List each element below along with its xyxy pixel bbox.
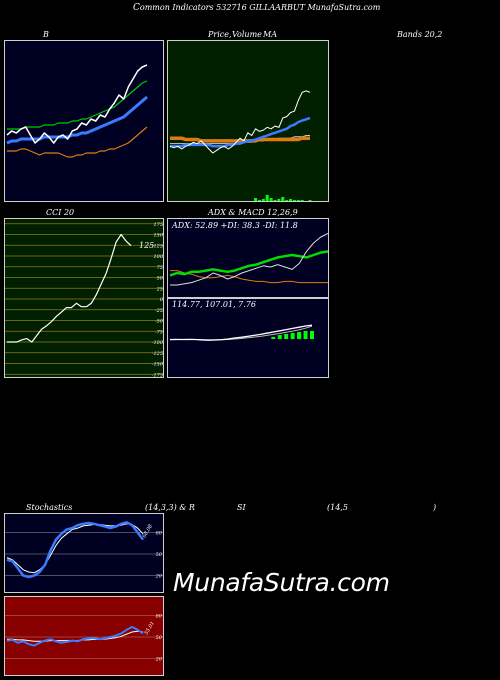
volume-bar bbox=[281, 197, 285, 201]
volume-label: Volume bbox=[232, 30, 262, 39]
macd-histogram-bar bbox=[271, 337, 276, 339]
adx-panel: ADX: 52.89 +DI: 38.3 -DI: 11.8 bbox=[167, 218, 329, 298]
volume-bar bbox=[308, 200, 312, 201]
cci-tick-label: 50 bbox=[157, 276, 164, 282]
stoch-k-line bbox=[6, 521, 145, 579]
bands-chart bbox=[6, 64, 148, 158]
cci-value-label: 125 bbox=[139, 241, 154, 250]
title-text: ommon Indicators 532716 GILLAARBUT Munaf… bbox=[139, 3, 381, 12]
bands-price-line bbox=[6, 64, 148, 144]
cci-tick-label: 125 bbox=[153, 243, 163, 249]
stoch-params: (14,3,3) & R bbox=[145, 503, 195, 512]
cci-chart: 175 150 125 100 75 50 25 0 -25 -50 -75 -100 -125 -150… bbox=[5, 222, 164, 378]
rsi-value-label: 55.01 bbox=[144, 621, 156, 636]
watermark: MunafaSutra.com bbox=[173, 568, 390, 597]
volume-bar bbox=[296, 200, 300, 201]
rsi-tick-label: 50 bbox=[156, 635, 163, 641]
macd-histogram-bar bbox=[297, 332, 302, 339]
volume-bar bbox=[269, 198, 273, 201]
rsi-params-close: ) bbox=[433, 503, 437, 512]
volume-bar bbox=[300, 200, 304, 201]
stoch-chart: 80 50 20 68.08 bbox=[5, 521, 163, 580]
macd-histogram-bar bbox=[284, 334, 289, 339]
volume-bar bbox=[257, 200, 261, 201]
adx-macd-label: ADX & MACD 12,26,9 bbox=[208, 208, 298, 217]
stoch-d-line bbox=[6, 523, 144, 574]
cci-tick-label: -100 bbox=[152, 340, 164, 346]
bands-label-b: B bbox=[43, 30, 49, 39]
rsi-tick-label: 80 bbox=[156, 613, 163, 619]
upper-band-line bbox=[7, 80, 148, 130]
cci-tick-label: -125 bbox=[152, 351, 163, 357]
macd-histogram-bar bbox=[303, 331, 308, 339]
ma-price-line bbox=[169, 90, 311, 154]
volume-bar bbox=[292, 200, 296, 201]
cci-tick-label: 175 bbox=[153, 222, 163, 228]
macd-histogram-bar bbox=[277, 335, 282, 339]
macd-line bbox=[169, 324, 313, 341]
volume-bar bbox=[273, 200, 277, 201]
middle-band-line bbox=[6, 95, 148, 145]
rsi-tick-label: 20 bbox=[155, 657, 163, 663]
macd-panel: 114.77, 107.01, 7.76 bbox=[167, 298, 329, 378]
macd-histogram-bar bbox=[310, 331, 314, 339]
bands-label: Bands 20,2 bbox=[397, 30, 443, 39]
bands-panel bbox=[4, 40, 164, 202]
cci-tick-label: -25 bbox=[155, 308, 163, 314]
ma-panel bbox=[167, 40, 329, 202]
macd-chart bbox=[169, 324, 314, 341]
rsi-line bbox=[6, 625, 144, 647]
macd-values: 114.77, 107.01, 7.76 bbox=[172, 300, 256, 309]
cci-tick-label: -50 bbox=[155, 319, 164, 325]
ma-label: MA bbox=[263, 30, 277, 39]
volume-bar bbox=[289, 199, 293, 201]
ma-chart bbox=[169, 90, 312, 201]
adx-chart bbox=[169, 232, 328, 286]
cci-tick-label: 25 bbox=[156, 286, 163, 292]
cci-line bbox=[7, 233, 132, 343]
ma-orange-line bbox=[170, 136, 310, 143]
volume-bar bbox=[265, 195, 269, 201]
cci-panel: 175 150 125 100 75 50 25 0 -25 -50 -75 -100 -125 -150… bbox=[4, 218, 164, 378]
price-label: Price, bbox=[208, 30, 232, 39]
cci-tick-label: 100 bbox=[153, 254, 163, 260]
stoch-tick-label: 80 bbox=[156, 530, 163, 536]
page-title: Common Indicators 532716 GILLAARBUT Muna… bbox=[133, 3, 380, 13]
cci-tick-label: 0 bbox=[160, 297, 164, 303]
macd-histogram-bar bbox=[290, 333, 295, 339]
cci-tick-label: 75 bbox=[157, 265, 163, 271]
volume-bar bbox=[285, 200, 289, 201]
adx-line bbox=[170, 232, 328, 286]
rsi-label: SI bbox=[237, 503, 246, 512]
stoch-panel: 80 50 20 68.08 bbox=[4, 513, 164, 593]
ma-blue-line bbox=[170, 116, 311, 148]
cci-tick-label: -150 bbox=[152, 362, 164, 368]
rsi-chart: 80 50 20 55.01 bbox=[5, 613, 163, 663]
title-initial: C bbox=[133, 3, 140, 13]
stoch-value-label: 68.08 bbox=[142, 524, 154, 539]
adx-values: ADX: 52.89 +DI: 38.3 -DI: 11.8 bbox=[172, 221, 298, 230]
lower-band-line bbox=[7, 126, 148, 158]
cci-tick-label: 150 bbox=[153, 233, 163, 239]
volume-bar bbox=[254, 198, 258, 201]
stoch-tick-label: 50 bbox=[156, 552, 163, 558]
stoch-label: Stochastics bbox=[26, 503, 73, 512]
plus-di-line bbox=[169, 250, 328, 277]
cci-label: CCI 20 bbox=[46, 208, 75, 217]
minus-di-line bbox=[170, 270, 328, 284]
rsi-params: (14,5 bbox=[327, 503, 348, 512]
cci-tick-label: -175 bbox=[152, 372, 163, 378]
volume-bar bbox=[261, 199, 265, 201]
stoch-tick-label: 20 bbox=[155, 574, 163, 580]
volume-bar bbox=[277, 199, 281, 201]
cci-tick-label: -75 bbox=[155, 329, 163, 335]
rsi-panel: 80 50 20 55.01 bbox=[4, 596, 164, 676]
